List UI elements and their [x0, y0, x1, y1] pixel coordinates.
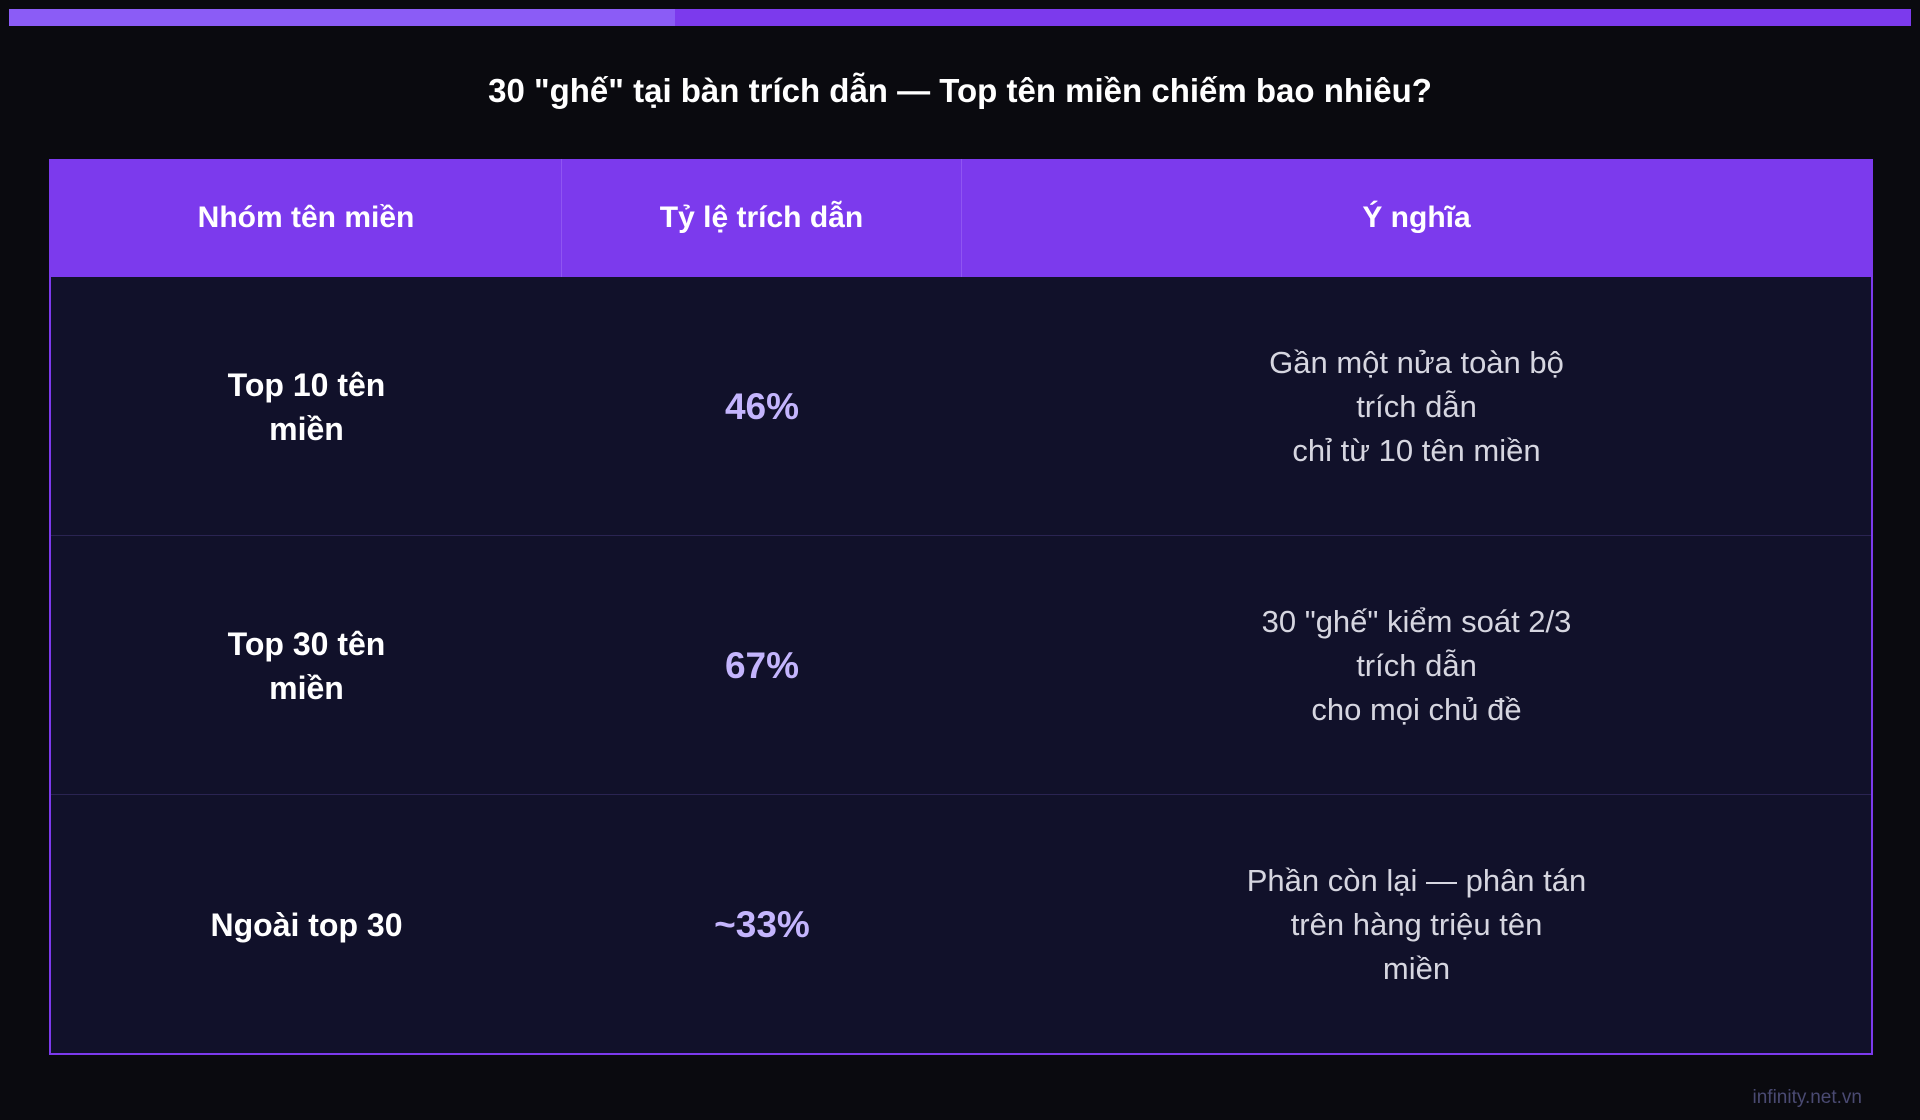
cell-line: Gần một nửa toàn bộ: [1269, 344, 1564, 380]
progress-bar-done: [9, 9, 675, 26]
cell-line: trích dẫn: [1356, 388, 1477, 424]
header-cell: Ý nghĩa: [1362, 201, 1471, 234]
table-cell: ~33%: [562, 795, 962, 1054]
cell-line: Phần còn lại — phân tán: [1246, 862, 1587, 898]
cell-line: 46%: [724, 385, 800, 427]
cell-line: miền: [1382, 950, 1451, 986]
cell-line: 30 "ghế" kiểm soát 2/3: [1261, 603, 1572, 639]
table-cell: Gần một nửa toàn bộ trích dẫn chỉ từ 10 tê…: [962, 277, 1871, 536]
table-cell: 30 "ghế" kiểm soát 2/3 trích dẫn cho mọi c…: [962, 536, 1871, 795]
cell-line: cho mọi chủ đề: [1311, 691, 1522, 727]
table-cell: Phần còn lại — phân tán trên hàng triệu t…: [962, 795, 1871, 1054]
cell-line: trích dẫn: [1356, 647, 1477, 683]
table-cell: 46%: [562, 277, 962, 536]
table-cell: 67%: [562, 536, 962, 795]
table-row: Top 10 tên miền 46% Gần một nửa toàn bộ tríc…: [51, 277, 1871, 536]
table-row: Ngoài top 30 ~33% Phần còn lại — phân tán t…: [51, 795, 1871, 1054]
cell-line: miền: [269, 410, 344, 447]
cell-line: 67%: [724, 644, 800, 686]
table-cell: Ngoài top 30: [51, 795, 562, 1054]
table-header: Nhóm tên miền Tỷ lệ trích dẫn Ý nghĩa: [51, 159, 1871, 277]
table-row: Top 30 tên miền 67% 30 "ghế" kiểm soát 2/3 t…: [51, 536, 1871, 795]
table-cell: Top 10 tên miền: [51, 277, 562, 536]
cell-line: Ngoài top 30: [210, 906, 403, 943]
cell-line: miền: [269, 669, 344, 706]
progress-bar-rest: [675, 9, 1911, 26]
table: Nhóm tên miền Tỷ lệ trích dẫn Ý nghĩa Top …: [49, 159, 1873, 1055]
cell-line: ~33%: [714, 903, 810, 945]
cell-line: chỉ từ 10 tên miền: [1292, 432, 1541, 468]
cell-line: Top 10 tên: [227, 366, 386, 403]
cell-line: Top 30 tên: [227, 625, 386, 662]
source: infinity.net.vn: [1752, 1087, 1862, 1108]
header-cell: Tỷ lệ trích dẫn: [562, 159, 962, 277]
header-cell: Nhóm tên miền: [51, 159, 562, 277]
title: 30 "ghế" tại bàn trích dẫn — Top tên miề…: [488, 72, 1432, 109]
table-cell: Top 30 tên miền: [51, 536, 562, 795]
cell-line: trên hàng triệu tên: [1290, 906, 1543, 942]
